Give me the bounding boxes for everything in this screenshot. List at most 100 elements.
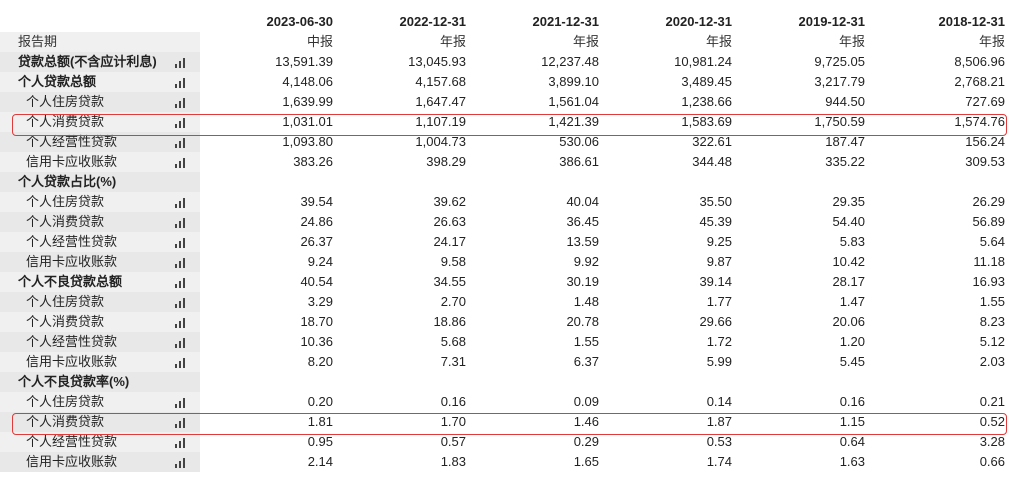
value-cell: 16.93 bbox=[972, 274, 1005, 289]
value-cell: 1,574.76 bbox=[954, 114, 1005, 129]
bar-chart-icon[interactable] bbox=[175, 317, 187, 328]
bar-chart-icon[interactable] bbox=[175, 57, 187, 68]
value-cell: 10.36 bbox=[300, 334, 333, 349]
value-cell: 9.24 bbox=[307, 254, 333, 269]
value-cell: 8.20 bbox=[307, 354, 333, 369]
row-label: 个人消费贷款 bbox=[0, 112, 162, 132]
bar-chart-icon[interactable] bbox=[175, 137, 187, 148]
value-cell bbox=[200, 172, 333, 192]
value-cell: 1,004.73 bbox=[415, 134, 466, 149]
value-cell: 1,107.19 bbox=[415, 114, 466, 129]
value-cell: 29.35 bbox=[832, 194, 865, 209]
value-cell: 187.47 bbox=[825, 134, 865, 149]
column-header-date[interactable]: 2022-12-31 bbox=[399, 14, 467, 29]
value-cell: 1.15 bbox=[839, 414, 865, 429]
row-chart-cell bbox=[162, 272, 200, 292]
value-cell bbox=[865, 372, 1015, 392]
column-header-date[interactable]: 2021-12-31 bbox=[532, 14, 600, 29]
value-cell: 年报 bbox=[439, 34, 466, 49]
table-row: 个人消费贷款 18.70 18.86 20.78 29.66 20.06 8.23 bbox=[0, 312, 1015, 332]
value-cell: 1.74 bbox=[706, 454, 732, 469]
value-cell: 3,489.45 bbox=[681, 74, 732, 89]
bar-chart-icon[interactable] bbox=[175, 337, 187, 348]
bar-chart-icon[interactable] bbox=[175, 117, 187, 128]
value-cell bbox=[732, 172, 865, 192]
bar-chart-icon[interactable] bbox=[175, 257, 187, 268]
bar-chart-icon[interactable] bbox=[175, 457, 187, 468]
bar-chart-icon[interactable] bbox=[175, 417, 187, 428]
bar-chart-icon[interactable] bbox=[175, 157, 187, 168]
value-cell: 5.45 bbox=[839, 354, 865, 369]
table-row: 个人住房贷款 0.20 0.16 0.09 0.14 0.16 0.21 bbox=[0, 392, 1015, 412]
row-label: 信用卡应收账款 bbox=[0, 352, 162, 372]
bar-chart-icon[interactable] bbox=[175, 437, 187, 448]
bar-chart-icon[interactable] bbox=[175, 77, 187, 88]
value-cell: 1,238.66 bbox=[681, 94, 732, 109]
column-header-date[interactable]: 2019-12-31 bbox=[798, 14, 866, 29]
value-cell bbox=[599, 372, 732, 392]
value-cell: 1,561.04 bbox=[548, 94, 599, 109]
value-cell: 0.52 bbox=[979, 414, 1005, 429]
table-row: 个人消费贷款 1,031.01 1,107.19 1,421.39 1,583.69 1,… bbox=[0, 112, 1015, 132]
bar-chart-icon[interactable] bbox=[175, 97, 187, 108]
value-cell: 0.20 bbox=[307, 394, 333, 409]
value-cell: 1.72 bbox=[706, 334, 732, 349]
column-header-date[interactable]: 2018-12-31 bbox=[938, 14, 1006, 29]
value-cell: 39.54 bbox=[300, 194, 333, 209]
value-cell: 0.29 bbox=[573, 434, 599, 449]
column-header-date[interactable]: 2023-06-30 bbox=[266, 14, 334, 29]
row-chart-cell bbox=[162, 212, 200, 232]
value-cell: 10.42 bbox=[832, 254, 865, 269]
value-cell: 39.14 bbox=[699, 274, 732, 289]
value-cell: 1.63 bbox=[839, 454, 865, 469]
table-row: 报告期 中报 年报 年报 年报 年报 年报 bbox=[0, 32, 1015, 52]
value-cell: 344.48 bbox=[692, 154, 732, 169]
value-cell: 0.09 bbox=[573, 394, 599, 409]
bar-chart-icon[interactable] bbox=[175, 197, 187, 208]
bar-chart-icon[interactable] bbox=[175, 297, 187, 308]
row-label: 个人住房贷款 bbox=[0, 92, 162, 112]
table-row: 个人住房贷款 39.54 39.62 40.04 35.50 29.35 26.29 bbox=[0, 192, 1015, 212]
value-cell: 4,157.68 bbox=[415, 74, 466, 89]
value-cell: 383.26 bbox=[293, 154, 333, 169]
bar-chart-icon[interactable] bbox=[175, 357, 187, 368]
value-cell: 322.61 bbox=[692, 134, 732, 149]
bar-chart-icon[interactable] bbox=[175, 217, 187, 228]
value-cell: 9,725.05 bbox=[814, 54, 865, 69]
row-label: 个人住房贷款 bbox=[0, 192, 162, 212]
value-cell bbox=[732, 372, 865, 392]
value-cell: 1.47 bbox=[839, 294, 865, 309]
value-cell: 13,045.93 bbox=[408, 54, 466, 69]
value-cell bbox=[200, 372, 333, 392]
bar-chart-icon[interactable] bbox=[175, 397, 187, 408]
value-cell: 29.66 bbox=[699, 314, 732, 329]
value-cell: 26.37 bbox=[300, 234, 333, 249]
row-chart-cell bbox=[162, 312, 200, 332]
value-cell: 1,583.69 bbox=[681, 114, 732, 129]
financial-data-table: 2023-06-30 2022-12-31 2021-12-31 2020-12… bbox=[0, 12, 1015, 472]
value-cell: 156.24 bbox=[965, 134, 1005, 149]
value-cell: 2.14 bbox=[307, 454, 333, 469]
table-row: 个人不良贷款率(%) bbox=[0, 372, 1015, 392]
value-cell: 13.59 bbox=[566, 234, 599, 249]
value-cell: 9.58 bbox=[440, 254, 466, 269]
bar-chart-icon[interactable] bbox=[175, 277, 187, 288]
column-header-date[interactable]: 2020-12-31 bbox=[665, 14, 733, 29]
row-chart-cell bbox=[162, 172, 200, 192]
value-cell: 54.40 bbox=[832, 214, 865, 229]
row-label: 信用卡应收账款 bbox=[0, 152, 162, 172]
bar-chart-icon[interactable] bbox=[175, 237, 187, 248]
value-cell: 3.28 bbox=[979, 434, 1005, 449]
value-cell: 1.20 bbox=[839, 334, 865, 349]
table-row: 个人经营性贷款 1,093.80 1,004.73 530.06 322.61 187.4… bbox=[0, 132, 1015, 152]
header-row: 2023-06-30 2022-12-31 2021-12-31 2020-12… bbox=[0, 12, 1015, 32]
table-row: 信用卡应收账款 383.26 398.29 386.61 344.48 335.22 309… bbox=[0, 152, 1015, 172]
value-cell: 0.64 bbox=[839, 434, 865, 449]
row-chart-cell bbox=[162, 152, 200, 172]
value-cell: 24.17 bbox=[433, 234, 466, 249]
value-cell: 年报 bbox=[705, 34, 732, 49]
value-cell: 年报 bbox=[572, 34, 599, 49]
value-cell: 1.77 bbox=[706, 294, 732, 309]
value-cell: 1,639.99 bbox=[282, 94, 333, 109]
row-label: 个人经营性贷款 bbox=[0, 332, 162, 352]
